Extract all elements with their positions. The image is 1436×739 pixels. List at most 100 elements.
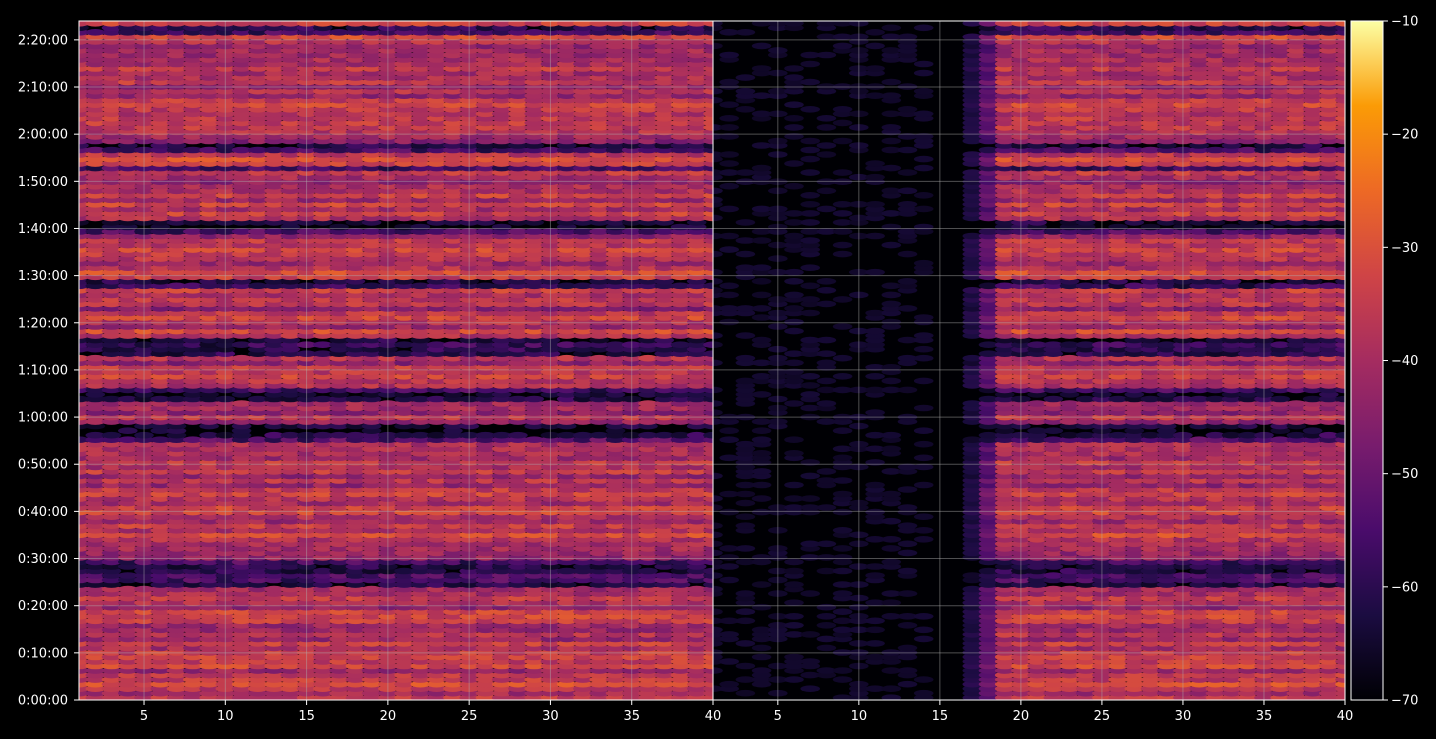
spectrogram-cell <box>410 613 431 620</box>
spectrogram-cell <box>686 585 707 593</box>
spectrogram-cell <box>183 341 203 349</box>
spectrogram-cell <box>394 291 414 299</box>
spectrogram-cell <box>118 241 138 249</box>
spectrogram-cell <box>394 459 414 466</box>
spectrogram-cell <box>345 545 366 552</box>
spectrogram-cell <box>589 409 609 416</box>
spectrogram-cell <box>540 327 561 335</box>
spectrogram-cell <box>280 291 301 299</box>
spectrogram-cell <box>199 513 219 520</box>
spectrogram-cell <box>215 667 236 674</box>
spectrogram-cell <box>556 241 577 249</box>
spectrogram-cell <box>183 137 203 145</box>
spectrogram-cell <box>410 545 431 552</box>
spectrogram-cell <box>443 631 463 638</box>
spectrogram-cell <box>231 581 252 588</box>
spectrogram-cell <box>215 599 236 606</box>
spectrogram-cell <box>215 173 236 181</box>
spectrogram-cell <box>394 223 414 231</box>
spectrogram-cell <box>621 613 642 620</box>
spectrogram-cell <box>491 667 512 674</box>
spectrogram-cell <box>654 563 674 570</box>
spectrogram-cell <box>654 477 674 484</box>
spectrogram-cell <box>313 377 333 385</box>
spectrogram-cell <box>134 667 154 674</box>
spectrogram-cell <box>703 341 713 348</box>
spectrogram-cell <box>166 309 187 317</box>
spectrogram-cell <box>654 431 674 439</box>
spectrogram-cell <box>426 545 447 552</box>
spectrogram-cell <box>296 273 317 281</box>
spectrogram-cell <box>475 137 496 145</box>
spectrogram-cell <box>199 309 219 317</box>
spectrogram-cell <box>280 395 301 403</box>
spectrogram-cell <box>345 613 366 620</box>
spectrogram-cell <box>313 581 333 588</box>
spectrogram-cell <box>491 341 512 349</box>
spectrogram-cell <box>183 259 203 267</box>
spectrogram-cell <box>654 291 674 299</box>
spectrogram-cell <box>605 291 626 299</box>
spectrogram-cell <box>345 680 366 688</box>
spectrogram-cell <box>621 513 642 520</box>
spectrogram-cell <box>394 309 414 317</box>
spectrogram-cell <box>296 259 317 267</box>
spectrogram-cell <box>361 649 382 656</box>
spectrogram-cell <box>361 613 382 620</box>
spectrogram-cell <box>118 259 138 267</box>
spectrogram-cell <box>556 119 577 127</box>
spectrogram-cell <box>313 291 333 299</box>
spectrogram-cell <box>686 259 707 267</box>
spectrogram-cell <box>410 599 431 606</box>
spectrogram-cell <box>329 173 349 181</box>
spectrogram-cell <box>621 395 642 403</box>
spectrogram-cell <box>654 581 674 588</box>
spectrogram-cell <box>329 259 349 267</box>
spectrogram-cell <box>101 581 122 588</box>
spectrogram-cell <box>524 155 544 163</box>
spectrogram-cell <box>150 613 171 620</box>
spectrogram-cell <box>361 273 382 281</box>
spectrogram-cell <box>150 155 171 163</box>
spectrogram-cell <box>231 291 252 299</box>
spectrogram-cell <box>540 228 561 235</box>
spectrogram-cell <box>231 173 252 181</box>
spectrogram-cell <box>118 205 138 213</box>
spectrogram-cell <box>670 377 691 385</box>
spectrogram-cell <box>475 631 496 638</box>
spectrogram-cell <box>573 155 593 163</box>
spectrogram-cell <box>345 445 366 453</box>
spectrogram-cell <box>686 431 707 439</box>
spectrogram-cell <box>166 581 187 588</box>
spectrogram-cell <box>199 395 219 403</box>
spectrogram-cell <box>85 291 106 299</box>
spectrogram-cell <box>394 445 414 453</box>
spectrogram-cell <box>459 459 480 466</box>
spectrogram-cell <box>85 459 106 466</box>
spectrogram-cell <box>378 327 398 335</box>
spectrogram-cell <box>394 431 414 439</box>
spectrogram-cell <box>199 477 219 484</box>
spectrogram-cell <box>686 173 707 181</box>
spectrogram-cell <box>280 187 301 195</box>
spectrogram-cell <box>280 137 301 145</box>
spectrogram-cell <box>329 205 349 213</box>
spectrogram-cell <box>150 680 171 688</box>
spectrogram-cell <box>491 137 512 145</box>
spectrogram-cell <box>183 119 203 127</box>
spectrogram-cell <box>426 667 447 674</box>
spectrogram-cell <box>426 599 447 606</box>
spectrogram-cell <box>85 545 106 552</box>
spectrogram-cell <box>573 205 593 213</box>
spectrogram-cell <box>394 613 414 620</box>
spectrogram-cell <box>426 445 447 453</box>
spectrogram-cell <box>215 680 236 688</box>
spectrogram-cell <box>231 631 252 638</box>
spectrogram-cell <box>443 395 463 403</box>
spectrogram-cell <box>329 585 349 593</box>
spectrogram-cell <box>231 400 252 407</box>
spectrogram-cell <box>345 377 366 385</box>
spectrogram-cell <box>573 377 593 385</box>
spectrogram-cell <box>118 409 138 416</box>
